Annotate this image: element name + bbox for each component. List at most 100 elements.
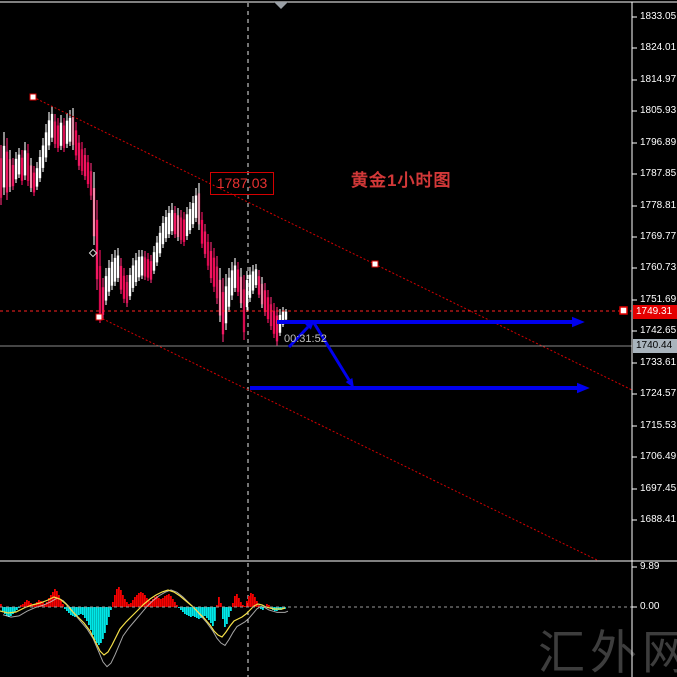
indicator-signal-line xyxy=(0,589,286,656)
candle-countdown-timer: 00:31:52 xyxy=(284,333,327,345)
indicator-histogram-bar xyxy=(126,602,128,607)
indicator-histogram-bar xyxy=(136,595,138,607)
trendline-handle[interactable] xyxy=(371,260,379,268)
indicator-histogram-bar xyxy=(152,599,154,607)
indicator-histogram-bar xyxy=(16,607,18,610)
indicator-histogram-bar xyxy=(214,607,216,621)
indicator-histogram-bar xyxy=(6,607,8,616)
indicator-histogram-bar xyxy=(86,607,88,621)
indicator-histogram-bar xyxy=(100,607,102,643)
indicator-histogram-bar xyxy=(116,589,118,607)
indicator-histogram-bar xyxy=(124,599,126,607)
indicator-histogram-bar xyxy=(92,607,94,635)
indicator-histogram-bar xyxy=(266,604,268,607)
blue-arrow-head-icon[interactable] xyxy=(577,382,590,394)
indicator-histogram-bar xyxy=(112,602,114,607)
chart-shift-triangle-icon[interactable] xyxy=(274,2,288,9)
indicator-histogram-bar xyxy=(34,604,36,607)
axis-tick-label: 1715.53 xyxy=(640,420,677,431)
indicator-histogram-bar xyxy=(102,607,104,639)
indicator-histogram-bar xyxy=(8,607,10,617)
blue-arrow-head-icon[interactable] xyxy=(305,320,315,330)
indicator-histogram-bar xyxy=(254,597,256,607)
indicator-histogram-bar xyxy=(128,604,130,607)
indicator-histogram-bar xyxy=(108,607,110,617)
indicator-histogram-bar xyxy=(210,607,212,623)
indicator-histogram-bar xyxy=(82,607,84,615)
watermark: 汇外网 xyxy=(538,628,677,677)
trendline-upper[interactable] xyxy=(32,96,633,391)
indicator-histogram-bar xyxy=(62,604,64,607)
current-price-badge: 1749.31 xyxy=(633,305,677,319)
axis-tick-label: 1697.45 xyxy=(640,483,677,494)
indicator-histogram-bar xyxy=(246,601,248,607)
indicator-histogram-bar xyxy=(172,599,174,607)
indicator-signal-line-2 xyxy=(2,589,289,668)
indicator-histogram-bar xyxy=(10,607,12,616)
indicator-histogram-bar xyxy=(204,607,206,616)
indicator-histogram-bar xyxy=(104,607,106,633)
indicator-histogram-bar xyxy=(196,607,198,618)
indicator-histogram-bar xyxy=(180,607,182,610)
price-callout-label: 1787.03 xyxy=(216,175,268,191)
indicator-histogram-bar xyxy=(194,607,196,617)
blue-arrow-shaft[interactable] xyxy=(312,322,351,381)
indicator-histogram-bar xyxy=(130,603,132,607)
indicator-histogram-bar xyxy=(260,607,262,609)
indicator-histogram-bar xyxy=(46,602,48,607)
indicator-histogram-bar xyxy=(118,587,120,607)
trendline-lower[interactable] xyxy=(98,316,598,561)
axis-tick-label: 1787.85 xyxy=(640,168,677,179)
indicator-histogram-bar xyxy=(160,599,162,607)
indicator-histogram-bar xyxy=(52,592,54,607)
axis-tick-label: 1833.05 xyxy=(640,11,677,22)
indicator-histogram-bar xyxy=(84,607,86,618)
indicator-histogram-bar xyxy=(240,602,242,607)
indicator-histogram-bar xyxy=(56,591,58,607)
blue-arrow-shaft[interactable] xyxy=(287,325,310,349)
indicator-histogram-bar xyxy=(74,607,76,617)
trendline-handle[interactable] xyxy=(95,313,103,321)
indicator-histogram-bar xyxy=(242,605,244,607)
axis-tick-label: 1742.65 xyxy=(640,325,677,336)
indicator-histogram-bar xyxy=(190,607,192,617)
blue-arrow-head-icon[interactable] xyxy=(572,316,585,328)
axis-tick-label: 1824.01 xyxy=(640,42,677,53)
indicator-histogram-bar xyxy=(230,607,232,611)
indicator-histogram-bar xyxy=(14,607,16,612)
indicator-histogram-bar xyxy=(106,607,108,625)
indicator-histogram-bar xyxy=(54,589,56,607)
indicator-histogram-bar xyxy=(252,594,254,607)
indicator-histogram-bar xyxy=(134,597,136,607)
indicator-histogram-bar xyxy=(216,605,218,607)
axis-tick-label: 1724.57 xyxy=(640,388,677,399)
axis-tick-label: 0.00 xyxy=(640,601,660,612)
indicator-histogram-bar xyxy=(206,607,208,618)
indicator-histogram-bar xyxy=(60,599,62,607)
axis-tick-label: 1769.77 xyxy=(640,231,677,242)
indicator-histogram-bar xyxy=(218,597,220,607)
indicator-histogram-bar xyxy=(64,607,66,609)
trendline-handle[interactable] xyxy=(29,93,37,101)
indicator-histogram-bar xyxy=(40,601,42,607)
indicator-histogram-bar xyxy=(0,604,2,607)
indicator-histogram-bar xyxy=(26,600,28,607)
price-callout-box[interactable]: 1787.03 xyxy=(210,172,274,195)
blue-arrow-head-icon[interactable] xyxy=(345,377,355,389)
indicator-histogram-bar xyxy=(146,598,148,607)
indicator-histogram-bar xyxy=(150,601,152,607)
indicator-histogram-bar xyxy=(66,607,68,611)
indicator-histogram-bar xyxy=(228,607,230,617)
indicator-histogram-bar xyxy=(20,605,22,607)
indicator-histogram-bar xyxy=(236,594,238,607)
indicator-histogram-bar xyxy=(186,607,188,615)
object-anchor-diamond-icon[interactable] xyxy=(88,248,98,258)
indicator-histogram-bar xyxy=(222,607,224,619)
indicator-histogram-bar xyxy=(244,606,246,607)
indicator-histogram-bar xyxy=(250,593,252,607)
indicator-histogram-bar xyxy=(44,604,46,607)
indicator-histogram-bar xyxy=(78,607,80,615)
indicator-histogram-bar xyxy=(176,605,178,607)
